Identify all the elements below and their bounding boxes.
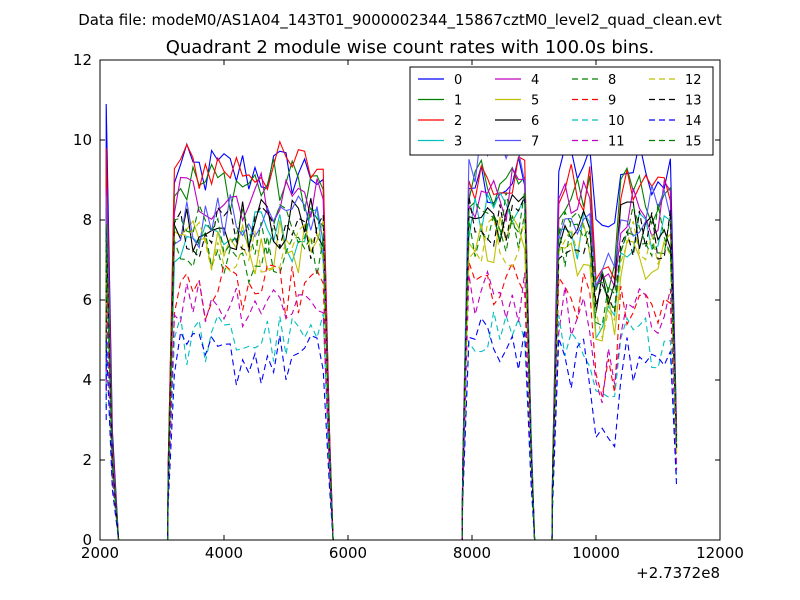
series-line-15	[105, 191, 678, 540]
series-line-10	[105, 311, 678, 540]
plot-area	[105, 103, 678, 540]
legend-label-15: 15	[685, 135, 702, 150]
legend-label-3: 3	[454, 135, 462, 150]
legend-label-14: 14	[685, 114, 702, 129]
legend-label-1: 1	[454, 94, 462, 109]
legend-label-8: 8	[608, 73, 616, 88]
legend-label-13: 13	[685, 94, 702, 109]
legend-label-5: 5	[531, 94, 539, 109]
legend-label-0: 0	[454, 73, 462, 88]
y-tick-label: 0	[82, 531, 92, 549]
legend-label-7: 7	[531, 135, 539, 150]
y-tick-label: 10	[73, 131, 92, 149]
chart-suptitle: Data file: modeM0/AS1A04_143T01_90000023…	[78, 11, 722, 30]
x-tick-label: 4000	[205, 544, 243, 562]
series-line-13	[105, 195, 678, 540]
y-tick-label: 12	[73, 51, 92, 69]
legend-label-6: 6	[531, 114, 539, 129]
x-tick-label: 6000	[329, 544, 367, 562]
y-tick-label: 6	[82, 291, 92, 309]
series-line-14	[105, 316, 678, 540]
series-line-8	[105, 211, 678, 540]
x-tick-label: 2000	[81, 544, 119, 562]
legend-label-4: 4	[531, 73, 539, 88]
y-tick-label: 8	[82, 211, 92, 229]
x-tick-label: 8000	[453, 544, 491, 562]
legend-label-12: 12	[685, 73, 702, 88]
series-line-0	[105, 103, 678, 540]
series-line-11	[105, 269, 678, 540]
chart-title: Quadrant 2 module wise count rates with …	[166, 37, 655, 58]
legend-label-10: 10	[608, 114, 625, 129]
x-tick-label: 12000	[696, 544, 744, 562]
y-tick-label: 2	[82, 451, 92, 469]
x-offset-label: +2.7372e8	[636, 564, 720, 582]
legend-label-11: 11	[608, 135, 625, 150]
x-tick-label: 10000	[572, 544, 620, 562]
y-tick-label: 4	[82, 371, 92, 389]
legend-label-9: 9	[608, 94, 616, 109]
legend-label-2: 2	[454, 114, 462, 129]
